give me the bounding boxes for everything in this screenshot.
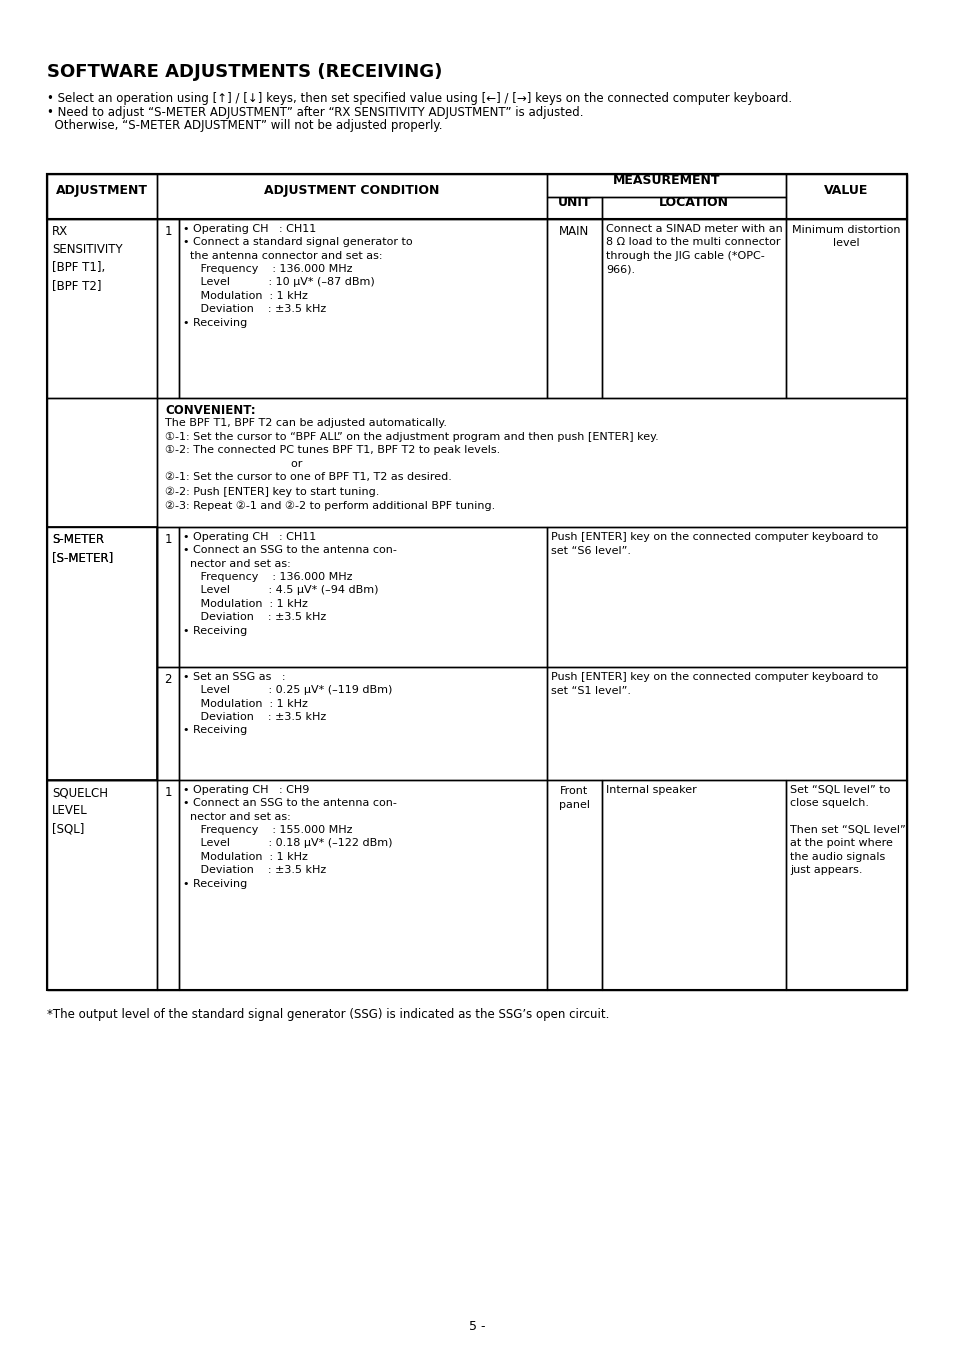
Bar [601, 780, 785, 990]
Bar [47, 527, 157, 780]
Text: • Select an operation using [↑] / [↓] keys, then set specified value using [←] /: • Select an operation using [↑] / [↓] ke… [47, 92, 791, 105]
Text: S-METER
[S-METER]: S-METER [S-METER] [52, 534, 113, 563]
Bar [546, 527, 906, 667]
Text: Connect a SINAD meter with an
8 Ω load to the multi connector
through the JIG ca: Connect a SINAD meter with an 8 Ω load t… [605, 224, 781, 274]
Bar [179, 527, 546, 667]
Bar [785, 219, 906, 399]
Bar [785, 780, 906, 990]
Text: • Operating CH   : CH11
• Connect a standard signal generator to
  the antenna c: • Operating CH : CH11 • Connect a standa… [183, 224, 413, 327]
Bar [546, 219, 601, 399]
Text: Set “SQL level” to
close squelch.

Then set “SQL level”
at the point where
the a: Set “SQL level” to close squelch. Then s… [789, 785, 904, 875]
Text: Internal speaker: Internal speaker [605, 785, 696, 794]
Bar [785, 174, 906, 219]
Bar [47, 174, 157, 219]
Text: • Set an SSG as   :
     Level           : 0.25 μV* (–119 dBm)
     Modulation  : • Set an SSG as : Level : 0.25 μV* (–119… [183, 671, 392, 735]
Text: Push [ENTER] key on the connected computer keyboard to
set “S6 level”.: Push [ENTER] key on the connected comput… [551, 532, 878, 555]
Text: 1: 1 [164, 534, 172, 546]
Bar [157, 780, 179, 990]
Text: ADJUSTMENT CONDITION: ADJUSTMENT CONDITION [264, 184, 439, 197]
Text: • Operating CH   : CH11
• Connect an SSG to the antenna con-
  nector and set as: • Operating CH : CH11 • Connect an SSG t… [183, 532, 396, 635]
Text: MEASUREMENT: MEASUREMENT [612, 174, 720, 186]
Text: CONVENIENT:: CONVENIENT: [165, 404, 255, 417]
Text: UNIT: UNIT [558, 196, 591, 209]
Bar [47, 527, 157, 667]
Text: VALUE: VALUE [823, 184, 868, 197]
Bar [179, 667, 546, 780]
Text: Front
panel: Front panel [558, 786, 589, 809]
Text: LOCATION: LOCATION [659, 196, 728, 209]
Text: SQUELCH
LEVEL
[SQL]: SQUELCH LEVEL [SQL] [52, 786, 108, 835]
Text: 1: 1 [164, 226, 172, 238]
Text: Otherwise, “S-METER ADJUSTMENT” will not be adjusted properly.: Otherwise, “S-METER ADJUSTMENT” will not… [47, 119, 442, 132]
Bar [47, 174, 906, 990]
Bar [157, 667, 179, 780]
Bar [47, 174, 906, 219]
Bar [157, 399, 906, 527]
Bar [47, 667, 157, 780]
Text: 2: 2 [164, 673, 172, 686]
Bar [179, 219, 546, 399]
Bar [47, 780, 157, 990]
Text: • Operating CH   : CH9
• Connect an SSG to the antenna con-
  nector and set as:: • Operating CH : CH9 • Connect an SSG to… [183, 785, 396, 889]
Bar [179, 780, 546, 990]
Text: RX
SENSITIVITY
[BPF T1],
[BPF T2]: RX SENSITIVITY [BPF T1], [BPF T2] [52, 226, 123, 292]
Text: • Need to adjust “S-METER ADJUSTMENT” after “RX SENSITIVITY ADJUSTMENT” is adjus: • Need to adjust “S-METER ADJUSTMENT” af… [47, 105, 583, 119]
Bar [546, 667, 906, 780]
Text: *The output level of the standard signal generator (SSG) is indicated as the SSG: *The output level of the standard signal… [47, 1008, 609, 1021]
Text: Minimum distortion
level: Minimum distortion level [791, 226, 900, 249]
Text: The BPF T1, BPF T2 can be adjusted automatically.
①-1: Set the cursor to “BPF AL: The BPF T1, BPF T2 can be adjusted autom… [165, 417, 659, 511]
Text: S-METER
[S-METER]: S-METER [S-METER] [52, 534, 113, 563]
Bar [157, 174, 546, 219]
Bar [157, 219, 179, 399]
Bar [601, 219, 785, 399]
Bar [157, 527, 179, 667]
Bar [546, 197, 601, 219]
Text: MAIN: MAIN [558, 226, 589, 238]
Bar [601, 197, 785, 219]
Text: SOFTWARE ADJUSTMENTS (RECEIVING): SOFTWARE ADJUSTMENTS (RECEIVING) [47, 63, 442, 81]
Text: 1: 1 [164, 786, 172, 798]
Text: ADJUSTMENT: ADJUSTMENT [56, 184, 148, 197]
Bar [546, 174, 785, 197]
Text: 5 -: 5 - [468, 1320, 485, 1333]
Text: Push [ENTER] key on the connected computer keyboard to
set “S1 level”.: Push [ENTER] key on the connected comput… [551, 671, 878, 696]
Bar [546, 780, 601, 990]
Bar [47, 219, 157, 399]
Bar [47, 399, 157, 527]
